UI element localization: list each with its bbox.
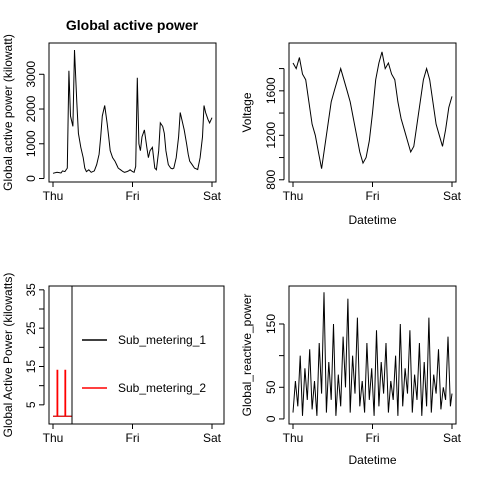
series-line-0: [52, 49, 213, 174]
x-tick-label: Thu: [43, 189, 64, 203]
y-tick-label: 5: [24, 401, 38, 408]
y-axis-title: Global Active Power (kilowatts): [1, 273, 15, 438]
series-line-0: [292, 292, 453, 416]
y-axis-title: Voltage: [240, 92, 254, 132]
x-tick-label: Fri: [126, 189, 140, 203]
y-axis-title: Global_reactive_power: [240, 294, 254, 417]
y-tick-label: 15: [24, 360, 38, 374]
legend: Sub_metering_1 Sub_metering_2: [71, 285, 225, 425]
x-tick-label: Sat: [203, 431, 222, 445]
x-axis-title: Datetime: [348, 453, 396, 467]
legend-frame: [71, 285, 225, 425]
x-tick-label: Thu: [43, 431, 64, 445]
x-tick-label: Sat: [443, 189, 462, 203]
x-tick-label: Thu: [283, 431, 304, 445]
panel-global-reactive-power: Thu Fri Sat 0 50 150 Global_reactive_power Date…: [240, 285, 462, 467]
y-tick-label: 2000: [24, 95, 38, 122]
y-tick-label: 1600: [264, 77, 278, 104]
y-tick-label: 0: [24, 175, 38, 182]
legend-label: Sub_metering_2: [118, 381, 206, 395]
x-tick-label: Fri: [366, 431, 380, 445]
panel-sub-metering: Thu Fri Sat 5 15 25 35 Global Active Power (kil…: [1, 273, 225, 445]
x-tick-label: Fri: [366, 189, 380, 203]
y-axis-title: Global active power (kilowatt): [1, 34, 15, 191]
x-tick-label: Sat: [443, 431, 462, 445]
x-tick-label: Thu: [283, 189, 304, 203]
plot-title: Global active power: [66, 17, 199, 33]
series-line-0: [292, 51, 453, 169]
legend-label: Sub_metering_1: [118, 333, 206, 347]
y-tick-label: 800: [264, 169, 278, 189]
y-tick-label: 50: [264, 380, 278, 394]
y-tick-label: 35: [24, 283, 38, 297]
x-tick-label: Sat: [203, 189, 222, 203]
y-tick-label: 25: [24, 321, 38, 335]
x-axis-title: Datetime: [348, 213, 396, 227]
x-tick-label: Fri: [126, 431, 140, 445]
panel-global-active-power: Thu Fri Sat 0 1000 2000 3000 Global active powe…: [1, 17, 222, 203]
y-tick-label: 0: [264, 415, 278, 422]
panel-voltage: Thu Fri Sat 800 1200 1600 Voltage Datetime: [240, 42, 462, 227]
y-tick-label: 150: [264, 314, 278, 334]
series-line-1: [53, 369, 73, 417]
y-tick-label: 1000: [24, 130, 38, 157]
y-tick-label: 3000: [24, 61, 38, 88]
y-tick-label: 1200: [264, 122, 278, 149]
